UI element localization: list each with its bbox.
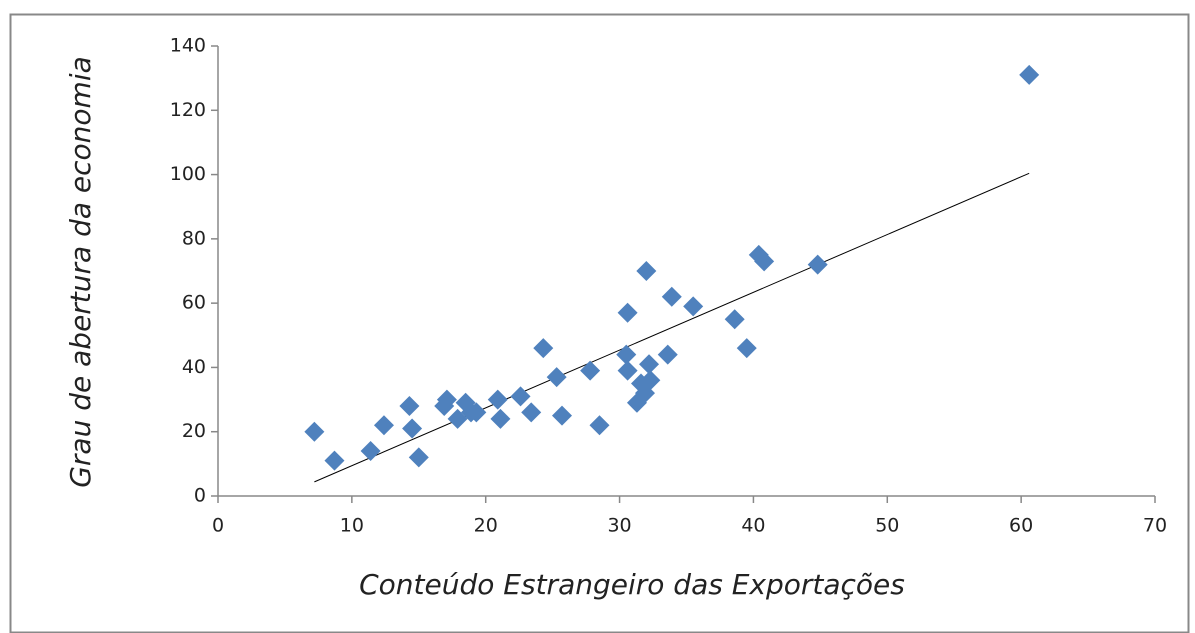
scatter-point (360, 441, 381, 461)
scatter-point (683, 296, 704, 317)
x-axis-title: Conteúdo Estrangeiro das Exportações (359, 568, 905, 601)
scatter-point (408, 447, 429, 468)
y-axis-title: Grau de abertura da economia (64, 56, 97, 488)
scatter-point (589, 415, 610, 436)
scatter-point (754, 251, 775, 272)
x-tick-label: 50 (875, 515, 899, 537)
x-tick-label: 40 (741, 515, 765, 537)
scatter-point (402, 418, 423, 439)
chart-frame (9, 13, 1190, 633)
x-tick-label: 30 (607, 515, 631, 537)
scatter-point (521, 402, 542, 423)
scatter-point (533, 338, 554, 359)
scatter-point (490, 408, 511, 429)
y-tick-label: 80 (182, 227, 206, 249)
scatter-point (661, 286, 682, 307)
scatter-point (636, 261, 657, 281)
scatter-point (487, 389, 508, 410)
scatter-point (436, 389, 457, 410)
x-tick-label: 20 (474, 515, 498, 537)
scatter-point (466, 402, 487, 423)
scatter-point (724, 309, 745, 330)
scatter-point (640, 370, 661, 391)
scatter-point (617, 302, 638, 323)
x-tick-label: 70 (1143, 515, 1167, 537)
x-tick-label: 60 (1009, 515, 1033, 537)
trend-line (314, 172, 1030, 483)
scatter-point (324, 450, 345, 471)
scatter-point (304, 421, 325, 442)
scatter-point (580, 360, 601, 381)
scatter-point (616, 344, 637, 365)
scatter-point (1019, 64, 1040, 85)
x-tick-label: 0 (212, 515, 224, 537)
y-tick-label: 60 (182, 292, 206, 314)
scatter-point (657, 344, 678, 365)
y-tick-label: 40 (182, 356, 206, 378)
scatter-point (552, 405, 573, 426)
scatter-point (617, 360, 638, 381)
scatter-point (639, 354, 660, 375)
x-tick-label: 10 (340, 515, 364, 537)
scatter-point (736, 338, 757, 359)
scatter-point (399, 396, 420, 416)
scatter-point (373, 415, 394, 436)
y-tick-label: 140 (170, 35, 206, 57)
scatter-point (546, 367, 567, 388)
scatter-point (510, 386, 531, 407)
scatter-point (807, 254, 828, 275)
y-tick-label: 20 (182, 420, 206, 442)
y-tick-label: 100 (170, 163, 206, 185)
y-tick-label: 0 (194, 485, 206, 507)
y-tick-label: 120 (170, 99, 206, 121)
